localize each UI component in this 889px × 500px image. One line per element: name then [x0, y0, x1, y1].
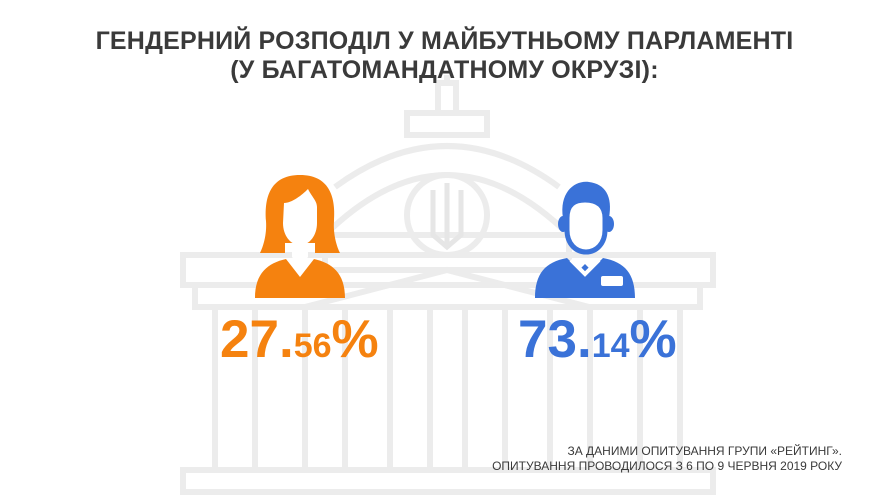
- page-title: ГЕНДЕРНИЙ РОЗПОДІЛ У МАЙБУТНЬОМУ ПАРЛАМЕ…: [0, 27, 889, 85]
- trident-emblem-icon: [430, 183, 464, 251]
- source-note: ЗА ДАНИМИ ОПИТУВАННЯ ГРУПИ «РЕЙТИНГ». ОП…: [492, 444, 842, 474]
- male-person-icon: [535, 181, 635, 298]
- source-line-1: ЗА ДАНИМИ ОПИТУВАННЯ ГРУПИ «РЕЙТИНГ».: [567, 444, 842, 458]
- title-line-1: ГЕНДЕРНИЙ РОЗПОДІЛ У МАЙБУТНЬОМУ ПАРЛАМЕ…: [95, 27, 794, 55]
- female-percentage-integer: 27: [220, 310, 279, 369]
- male-percentage-dot: .: [576, 310, 592, 369]
- male-percentage-sign: %: [629, 310, 677, 369]
- female-percentage-dot: .: [278, 310, 294, 369]
- male-percentage-decimal: 14: [591, 327, 630, 365]
- male-percentage-integer: 73: [518, 310, 577, 369]
- female-person-icon: [255, 175, 345, 298]
- female-percentage-decimal: 56: [293, 327, 332, 365]
- parliament-building-icon: [180, 75, 716, 495]
- source-line-2: ОПИТУВАННЯ ПРОВОДИЛОСЯ З 6 ПО 9 ЧЕРВНЯ 2…: [492, 459, 842, 473]
- female-percentage: 27.56%: [220, 313, 379, 366]
- male-percentage: 73.14%: [518, 313, 677, 366]
- female-percentage-sign: %: [331, 310, 379, 369]
- title-line-2: (У БАГАТОМАНДАТНОМУ ОКРУЗІ):: [230, 56, 659, 84]
